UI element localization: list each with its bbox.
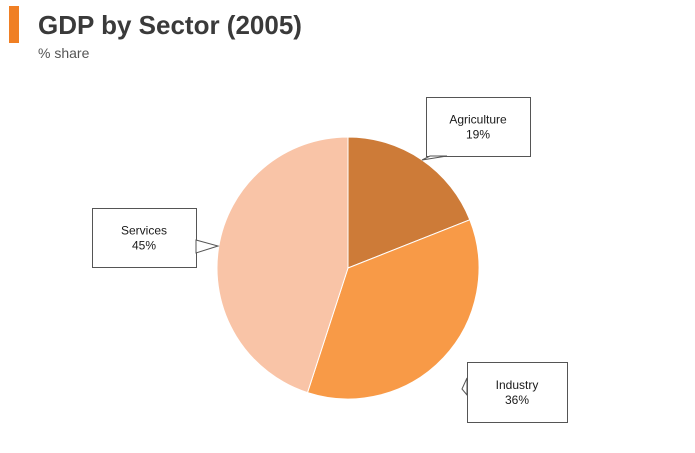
pie-slice-industry [306, 219, 480, 400]
pie-slice-services [216, 136, 349, 394]
slice-label-services: Services [121, 224, 167, 238]
slice-value-agriculture: 19% [466, 128, 490, 142]
callout-pointer-industry [461, 377, 468, 397]
slice-label-agriculture: Agriculture [449, 113, 507, 127]
chart-title: GDP by Sector (2005) [38, 10, 302, 40]
callout-box-agriculture [426, 97, 531, 157]
pie-slice-agriculture [347, 136, 471, 269]
slice-value-services: 45% [132, 239, 156, 253]
title-accent-bar [9, 6, 19, 43]
callout-box-industry [467, 362, 568, 423]
callout-box-services [92, 208, 197, 268]
slice-value-industry: 36% [505, 393, 529, 407]
chart-subtitle: % share [38, 45, 90, 61]
callout-pointer-agriculture [421, 155, 448, 161]
slice-label-industry: Industry [496, 378, 539, 392]
pie-slices [216, 136, 480, 400]
callout-pointer-services [195, 239, 220, 254]
